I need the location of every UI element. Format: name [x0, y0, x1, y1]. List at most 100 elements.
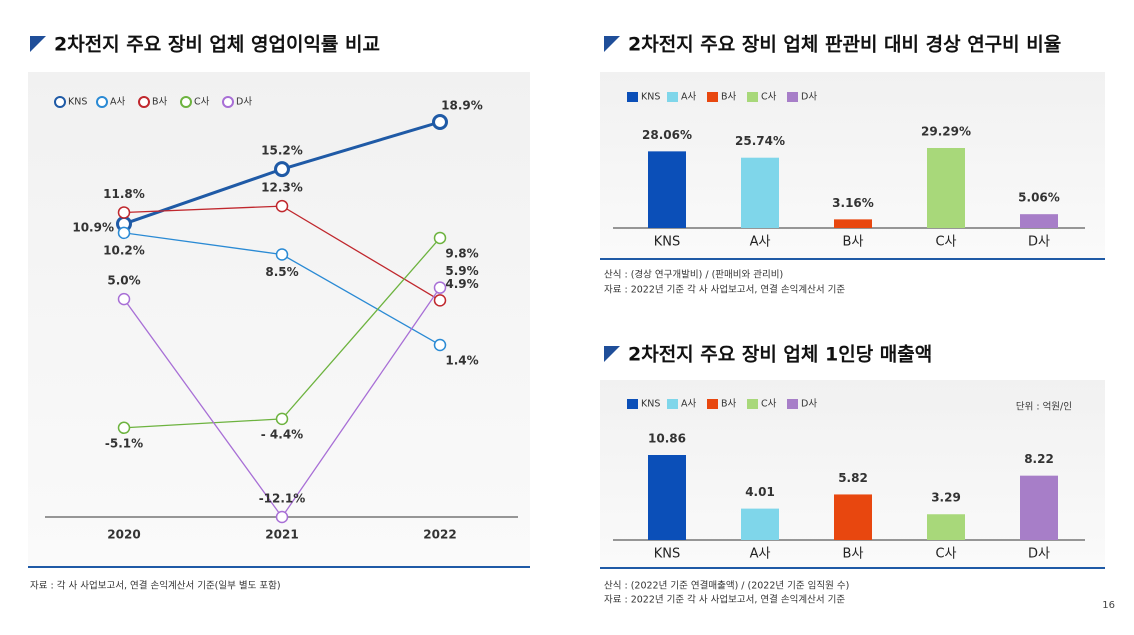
value-label: 25.74%: [735, 134, 785, 148]
bar: [927, 148, 965, 228]
legend-swatch: [667, 92, 678, 102]
value-label: 9.8%: [445, 246, 478, 260]
x-tick-label: D사: [1028, 547, 1050, 562]
legend-label: KNS: [68, 97, 87, 108]
legend-label: C사: [761, 92, 777, 103]
value-label: 3.29: [931, 491, 961, 505]
legend-label: A사: [681, 92, 696, 103]
x-tick-label: B사: [843, 547, 864, 562]
point: [275, 199, 289, 213]
point: [275, 510, 289, 524]
chart-title: 2차전지 주요 장비 업체 판관비 대비 경상 연구비 비율: [628, 34, 1061, 56]
legend-swatch: [627, 92, 638, 102]
value-label: 4.9%: [445, 277, 478, 291]
legend-swatch: [707, 399, 718, 409]
value-label: 28.06%: [642, 128, 692, 142]
legend-marker: [54, 96, 66, 108]
bar: [834, 494, 872, 540]
bar: [834, 219, 872, 228]
point: [432, 114, 448, 130]
value-label: - 4.4%: [261, 427, 303, 441]
point: [433, 294, 447, 307]
value-label: 8.22: [1024, 452, 1054, 466]
x-tick-label: C사: [935, 547, 956, 562]
value-label: 10.86: [648, 432, 686, 446]
value-label: -12.1%: [259, 492, 306, 506]
legend-marker: [96, 96, 108, 108]
point: [433, 338, 447, 352]
bar: [648, 455, 686, 540]
value-label: 5.9%: [445, 264, 478, 278]
legend-swatch: [707, 92, 718, 102]
panel: [28, 72, 530, 566]
legend-label: B사: [721, 92, 737, 103]
chart-title: 2차전지 주요 장비 업체 영업이익률 비교: [54, 34, 380, 56]
legend-marker: [222, 96, 234, 108]
legend-label: KNS: [641, 399, 660, 410]
title-icon: [604, 36, 620, 52]
x-tick-label: 2020: [107, 528, 140, 542]
point: [117, 206, 131, 219]
x-tick-label: 2021: [265, 528, 298, 542]
point: [274, 161, 290, 178]
legend-label: A사: [681, 399, 696, 410]
value-label: -5.1%: [105, 436, 143, 450]
x-tick-label: 2022: [423, 528, 456, 542]
title-icon: [604, 346, 620, 362]
legend-label: B사: [721, 399, 737, 410]
value-label: 11.8%: [103, 187, 145, 201]
legend-swatch: [747, 92, 758, 102]
legend-label: D사: [801, 399, 817, 410]
legend-label: KNS: [641, 92, 660, 103]
bar: [741, 157, 779, 228]
point: [117, 226, 131, 240]
x-tick-label: A사: [750, 235, 771, 250]
source-note: 자료 : 2022년 기준 각 사 사업보고서, 연결 손익계산서 기준: [604, 284, 845, 296]
legend-swatch: [667, 399, 678, 409]
source-note: 자료 : 2022년 기준 각 사 사업보고서, 연결 손익계산서 기준: [604, 594, 845, 606]
x-tick-label: B사: [843, 235, 864, 250]
page-number: 16: [1102, 600, 1115, 611]
point: [117, 421, 131, 435]
legend-swatch: [627, 399, 638, 409]
point: [117, 292, 131, 306]
x-tick-label: KNS: [654, 547, 681, 562]
x-tick-label: A사: [750, 547, 771, 562]
x-tick-label: C사: [935, 235, 956, 250]
legend-label: D사: [801, 92, 817, 103]
legend-swatch: [787, 92, 798, 102]
value-label: 8.5%: [265, 265, 298, 279]
formula-note: 산식 : (경상 연구개발비) / (판매비와 관리비): [604, 269, 783, 281]
legend-marker: [180, 96, 192, 108]
chart-title: 2차전지 주요 장비 업체 1인당 매출액: [628, 344, 932, 366]
legend-label: C사: [761, 399, 777, 410]
value-label: 29.29%: [921, 125, 971, 139]
legend-swatch: [747, 399, 758, 409]
point: [275, 248, 289, 261]
formula-note: 산식 : (2022년 기준 연결매출액) / (2022년 기준 임직원 수): [604, 580, 849, 592]
legend-marker: [138, 96, 150, 108]
value-label: 1.4%: [445, 353, 478, 367]
legend-label: B사: [152, 97, 168, 108]
bar: [1020, 475, 1058, 540]
legend-label: C사: [194, 97, 210, 108]
value-label: 5.0%: [107, 274, 140, 288]
bar: [1020, 214, 1058, 228]
value-label: 4.01: [745, 485, 775, 499]
legend-swatch: [787, 399, 798, 409]
x-tick-label: D사: [1028, 235, 1050, 250]
bar: [927, 514, 965, 540]
value-label: 15.2%: [261, 144, 303, 158]
point: [433, 281, 447, 294]
value-label: 12.3%: [261, 181, 303, 195]
value-label: 5.82: [838, 471, 868, 485]
value-label: 3.16%: [832, 196, 874, 210]
x-tick-label: KNS: [654, 235, 681, 250]
unit-label: 단위 : 억원/인: [1016, 401, 1072, 413]
title-icon: [30, 36, 46, 52]
legend-label: D사: [236, 97, 252, 108]
value-label: 18.9%: [441, 99, 483, 113]
point: [275, 412, 289, 426]
bar: [648, 151, 686, 228]
